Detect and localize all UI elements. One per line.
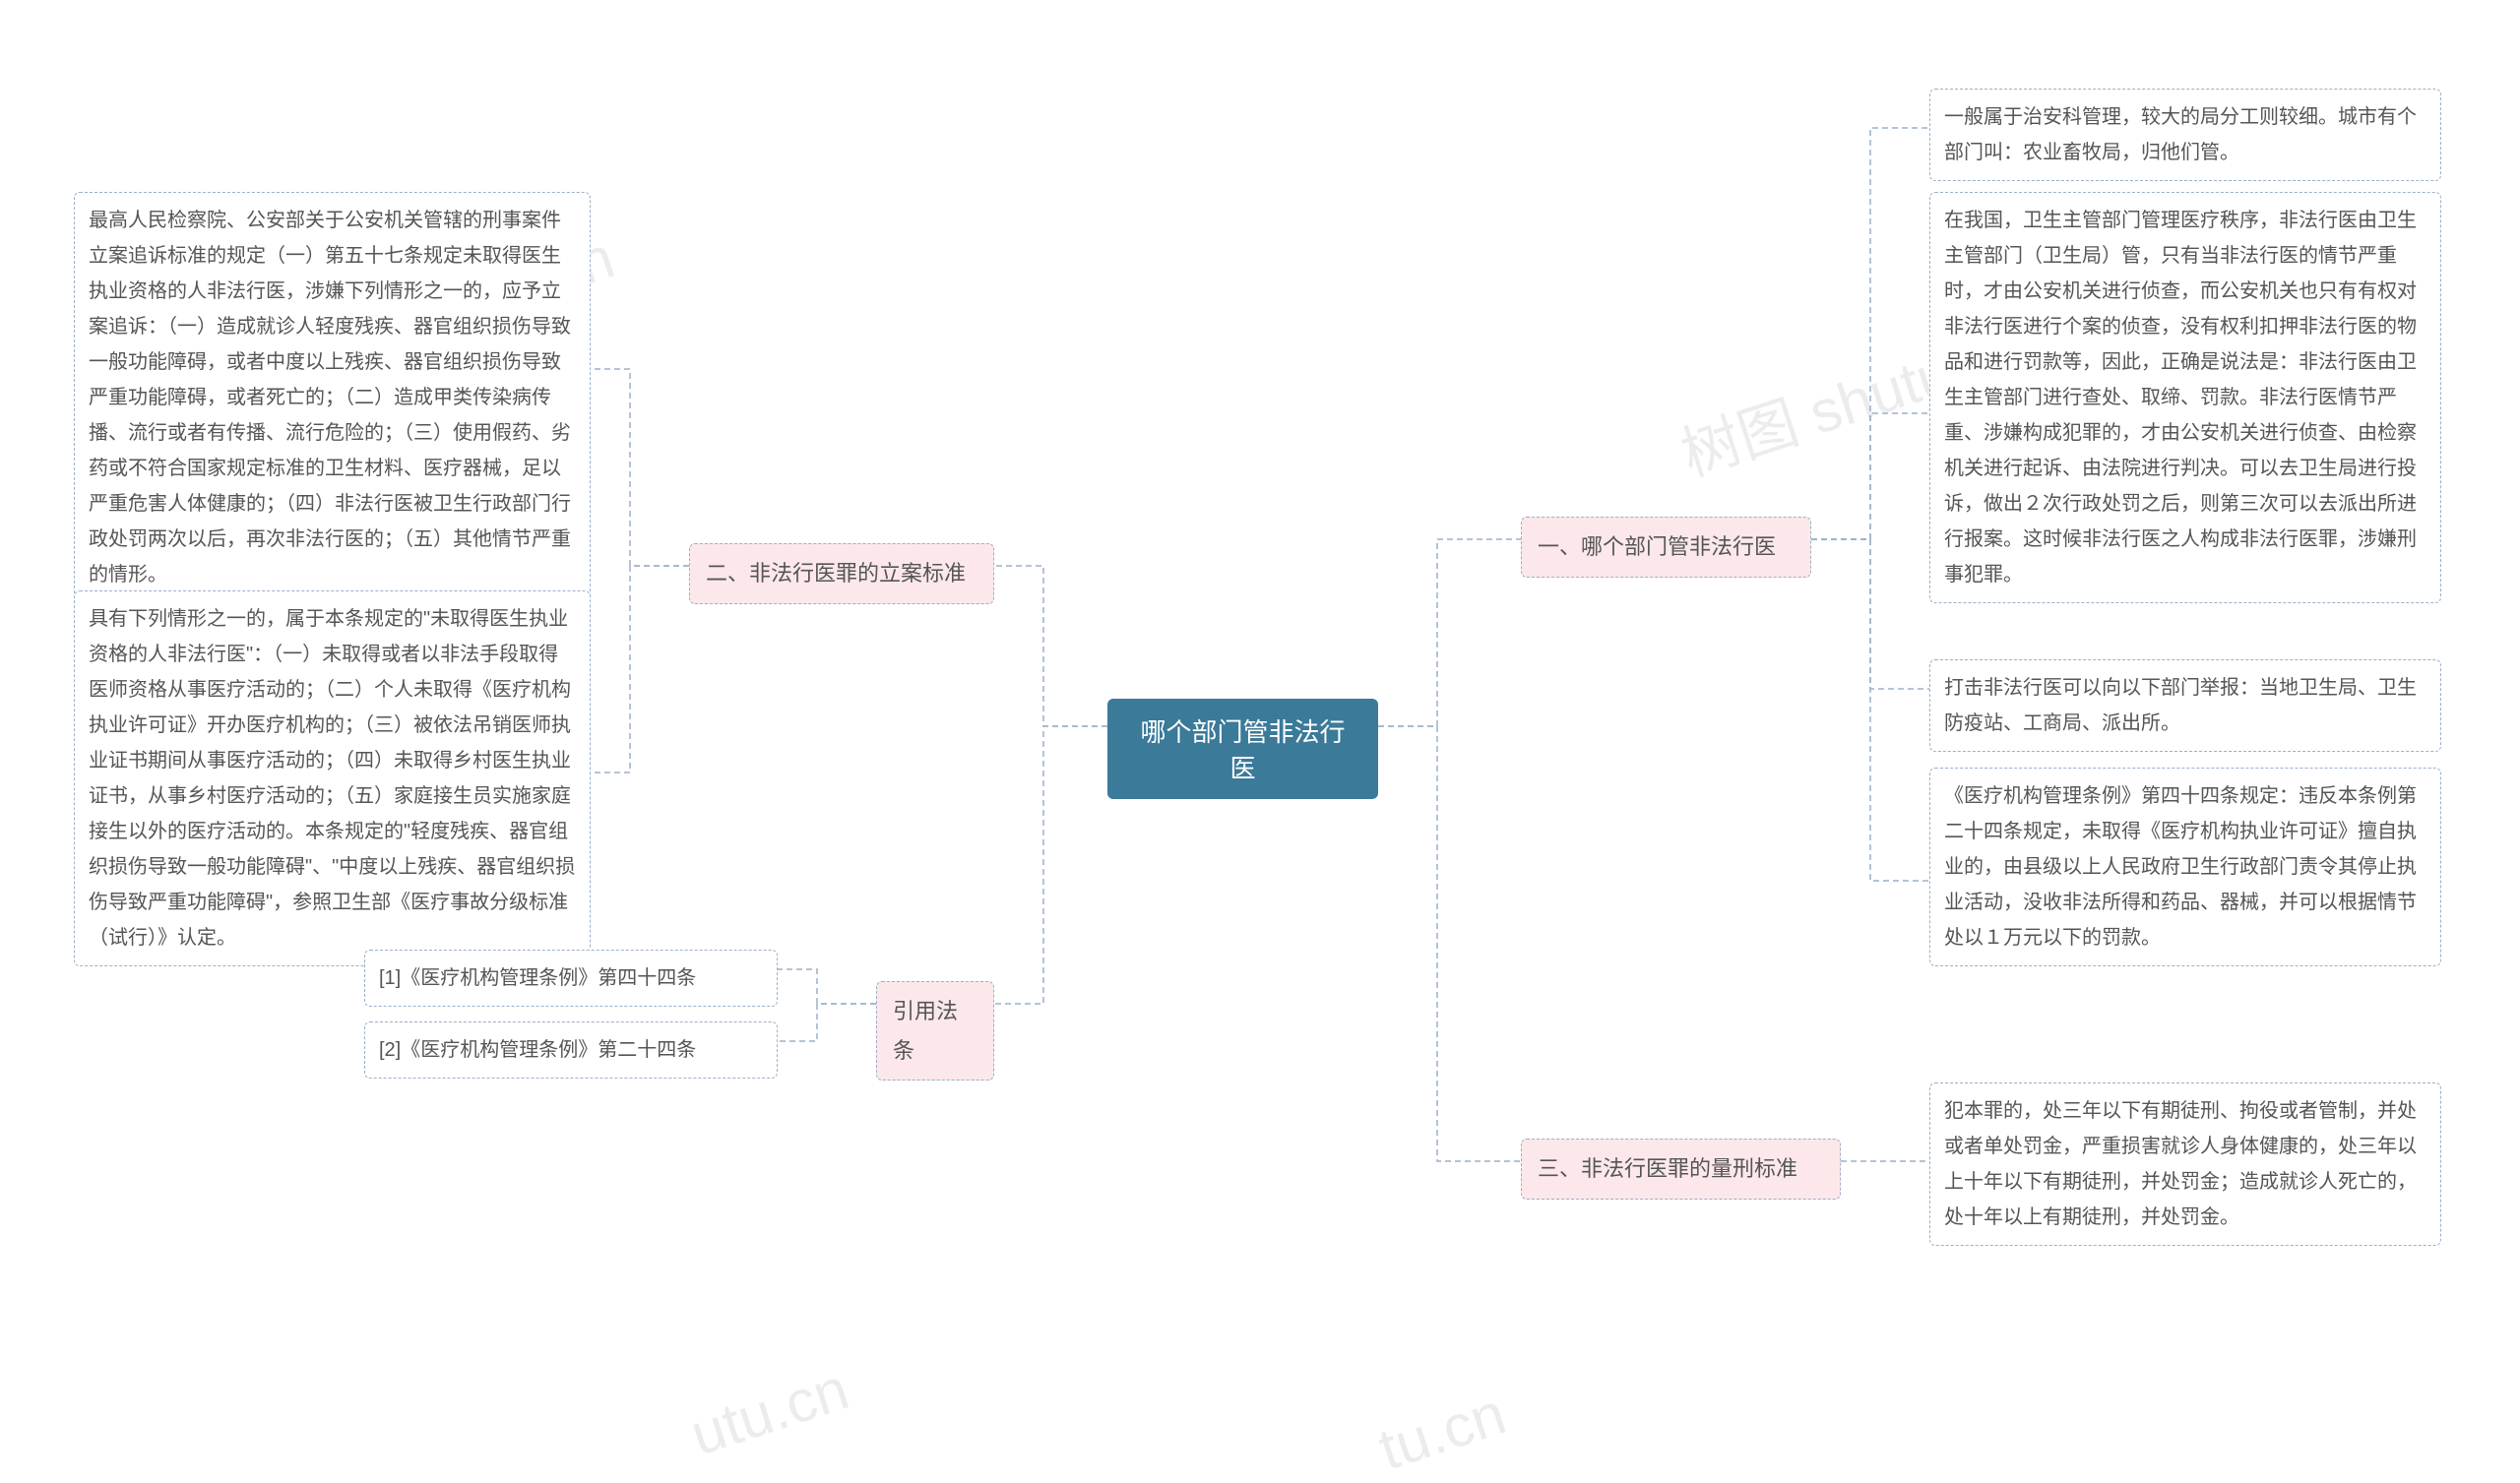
- branch-2: 二、非法行医罪的立案标准: [689, 543, 994, 604]
- leaf-4a: [1]《医疗机构管理条例》第四十四条: [364, 950, 778, 1007]
- leaf-3a: 犯本罪的，处三年以下有期徒刑、拘役或者管制，并处或者单处罚金，严重损害就诊人身体…: [1929, 1082, 2441, 1246]
- branch-1: 一、哪个部门管非法行医: [1521, 517, 1811, 578]
- branch-3: 三、非法行医罪的量刑标准: [1521, 1139, 1841, 1200]
- watermark: utu.cn: [682, 1354, 856, 1468]
- root-node: 哪个部门管非法行医: [1107, 699, 1378, 799]
- watermark: tu.cn: [1371, 1380, 1514, 1483]
- leaf-4b: [2]《医疗机构管理条例》第二十四条: [364, 1021, 778, 1079]
- leaf-1c: 打击非法行医可以向以下部门举报：当地卫生局、卫生防疫站、工商局、派出所。: [1929, 659, 2441, 752]
- leaf-1b: 在我国，卫生主管部门管理医疗秩序，非法行医由卫生主管部门（卫生局）管，只有当非法…: [1929, 192, 2441, 603]
- leaf-2a: 最高人民检察院、公安部关于公安机关管辖的刑事案件立案追诉标准的规定（一）第五十七…: [74, 192, 591, 603]
- leaf-2b: 具有下列情形之一的，属于本条规定的"未取得医生执业资格的人非法行医"：（一）未取…: [74, 590, 591, 966]
- branch-4: 引用法条: [876, 981, 994, 1081]
- leaf-1a: 一般属于治安科管理，较大的局分工则较细。城市有个部门叫：农业畜牧局，归他们管。: [1929, 89, 2441, 181]
- leaf-1d: 《医疗机构管理条例》第四十四条规定：违反本条例第二十四条规定，未取得《医疗机构执…: [1929, 768, 2441, 966]
